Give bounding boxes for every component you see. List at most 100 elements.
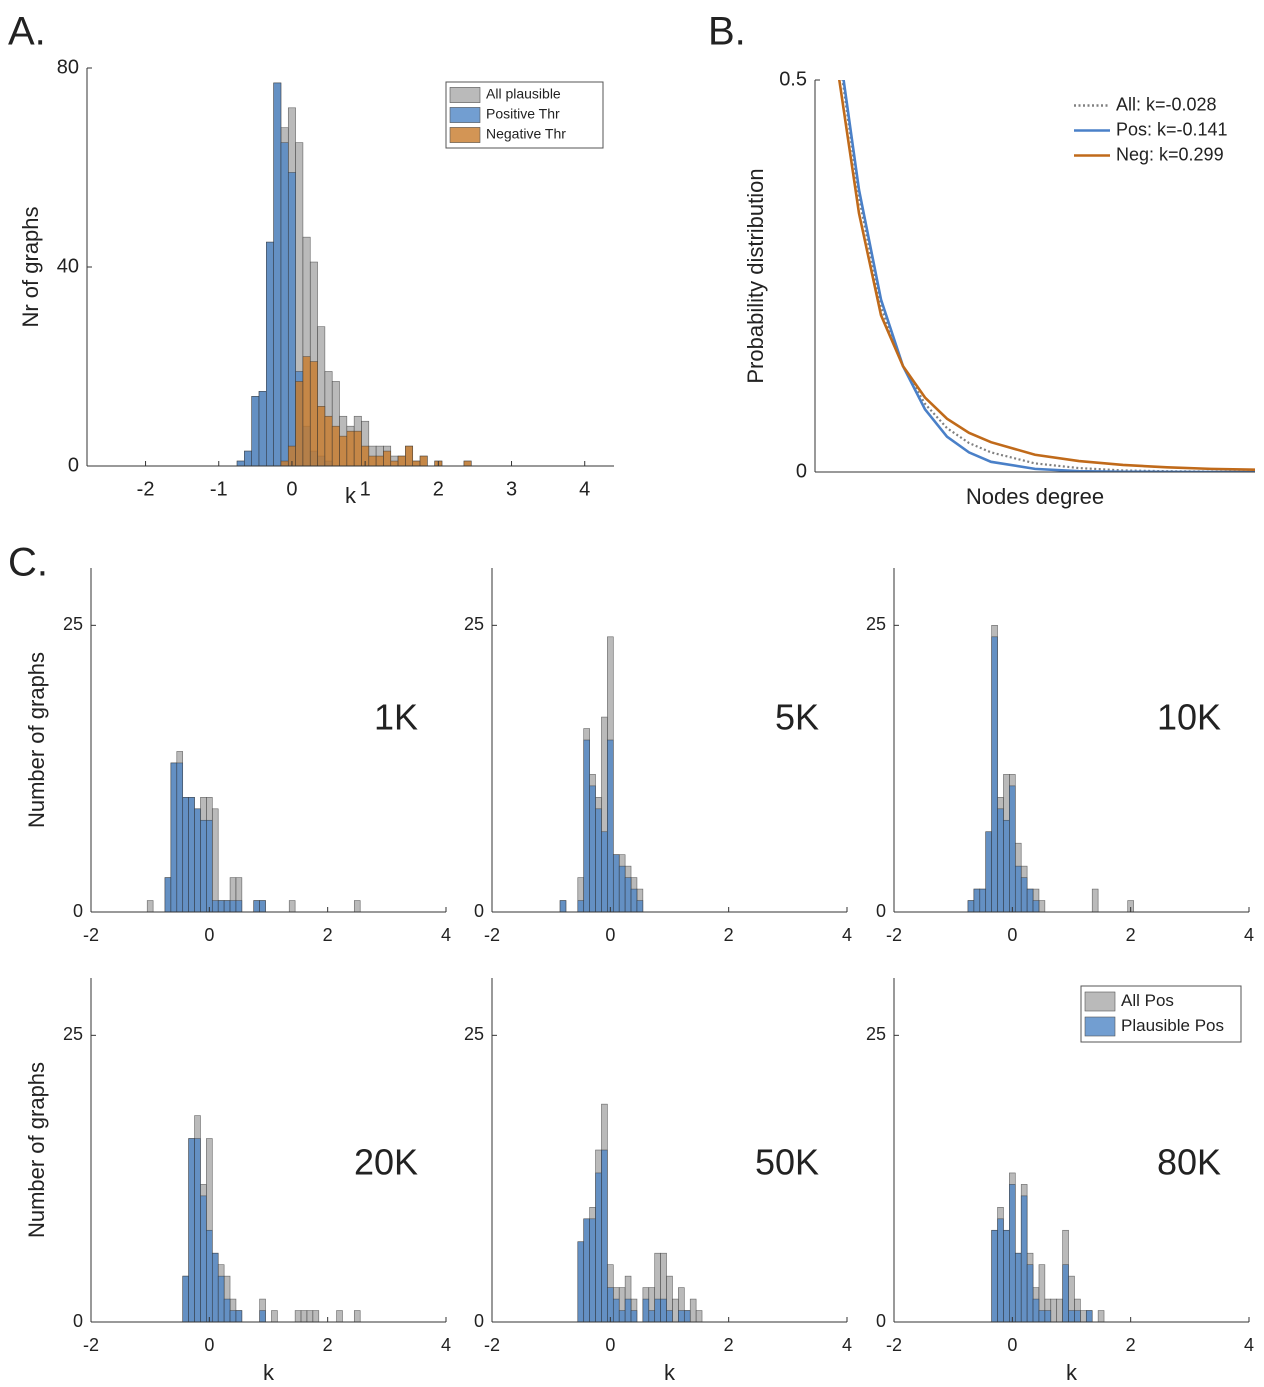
bar <box>271 1310 278 1323</box>
y-tick-label: 0 <box>474 1311 484 1331</box>
bar <box>1062 1264 1069 1323</box>
y-axis-label: Number of graphs <box>24 1062 49 1238</box>
bar <box>1044 1310 1052 1323</box>
bar <box>985 831 992 913</box>
bar <box>991 636 998 913</box>
bar <box>188 1138 195 1323</box>
bar <box>259 1310 266 1323</box>
legend-swatch <box>449 107 481 123</box>
line <box>838 80 1255 471</box>
x-tick-label: -2 <box>484 1335 500 1355</box>
bar <box>182 797 189 913</box>
bar <box>612 1298 620 1323</box>
x-tick-label: -2 <box>83 1335 99 1355</box>
bar <box>188 797 195 913</box>
bar <box>678 1310 685 1323</box>
bar <box>244 450 252 467</box>
y-tick-label: 0 <box>73 901 83 921</box>
bar <box>170 762 178 913</box>
bar <box>618 1310 626 1323</box>
x-tick-label: 4 <box>441 925 451 945</box>
x-axis-label: k <box>263 1360 275 1385</box>
x-axis-label: k <box>1066 1360 1078 1385</box>
bar <box>146 900 154 913</box>
bar <box>1038 1310 1046 1323</box>
bar <box>251 396 260 467</box>
bar <box>236 460 245 467</box>
bar <box>164 877 172 913</box>
x-tick-label: -2 <box>484 925 500 945</box>
y-tick-label: 0 <box>68 454 79 476</box>
bar <box>997 1218 1004 1323</box>
bar <box>353 1310 361 1323</box>
x-axis-label: k <box>664 1360 676 1385</box>
bar <box>1050 1298 1058 1323</box>
bar <box>1038 900 1046 913</box>
bar <box>280 460 289 467</box>
bar <box>1014 1252 1022 1323</box>
bar <box>287 172 296 467</box>
bar <box>312 1310 320 1323</box>
legend-swatch <box>449 127 481 143</box>
bar <box>672 1298 679 1323</box>
y-tick-label: 25 <box>866 614 886 634</box>
x-tick-label: 4 <box>842 925 852 945</box>
panel-label: C. <box>8 541 48 585</box>
x-tick-label: 2 <box>433 478 444 500</box>
bar <box>273 82 282 467</box>
bar <box>601 1149 608 1323</box>
bar <box>666 1310 673 1323</box>
y-tick-label: 0 <box>474 901 484 921</box>
x-tick-label: 4 <box>1244 925 1254 945</box>
bar <box>1014 865 1022 913</box>
bar <box>689 1298 697 1323</box>
bar <box>463 460 472 467</box>
y-tick-label: 80 <box>57 56 79 78</box>
bar <box>405 445 414 467</box>
panel-label: B. <box>708 10 746 54</box>
bar <box>607 739 614 913</box>
bar <box>182 1275 189 1323</box>
legend-label: All: k=-0.028 <box>1116 94 1217 114</box>
bar <box>1020 877 1028 913</box>
bar <box>211 1252 219 1323</box>
bar <box>1032 900 1040 913</box>
bar <box>624 877 632 913</box>
bar <box>630 888 638 913</box>
bar <box>235 900 243 913</box>
bar <box>648 1310 656 1323</box>
bar <box>1026 1264 1034 1323</box>
bar <box>235 1310 243 1323</box>
legend-label: Positive Thr <box>486 106 560 122</box>
bar <box>607 1287 614 1323</box>
bar <box>967 900 975 913</box>
bar <box>1068 1310 1075 1323</box>
annotation: 5K <box>775 697 819 738</box>
bar <box>206 1229 213 1323</box>
x-tick-label: 3 <box>506 478 517 500</box>
bar <box>200 819 207 913</box>
bar <box>1056 1298 1063 1323</box>
bar <box>353 900 361 913</box>
bar <box>1003 1229 1010 1323</box>
bar <box>194 808 201 913</box>
bar <box>1097 1310 1105 1323</box>
bar <box>259 900 266 913</box>
bar <box>654 1298 661 1323</box>
bar <box>1009 785 1016 913</box>
x-tick-label: -2 <box>886 925 902 945</box>
bar <box>630 1310 638 1323</box>
bar <box>383 450 392 467</box>
bar <box>419 455 428 467</box>
bar <box>194 1138 201 1323</box>
bar <box>317 405 326 467</box>
bar <box>1085 1310 1093 1323</box>
bar <box>1026 888 1034 913</box>
x-tick-label: 2 <box>724 1335 734 1355</box>
bar <box>589 785 596 913</box>
bar <box>577 900 585 913</box>
bar <box>331 425 340 467</box>
bar <box>229 900 237 913</box>
